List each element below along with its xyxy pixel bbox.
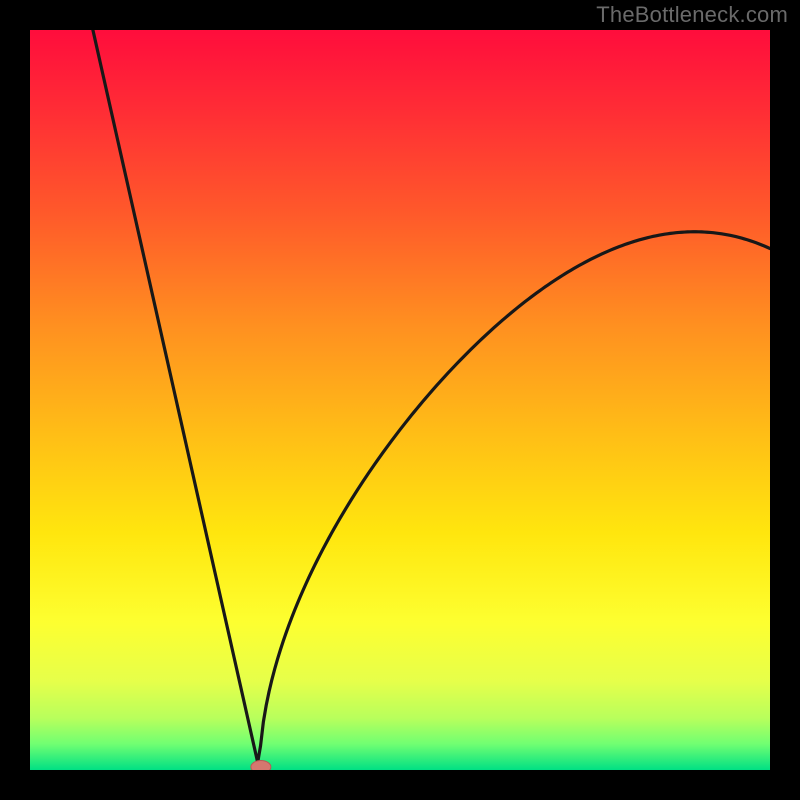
watermark-label: TheBottleneck.com xyxy=(596,2,788,28)
chart-container: TheBottleneck.com xyxy=(0,0,800,800)
plot-gradient-background xyxy=(30,30,770,770)
chart-svg xyxy=(0,0,800,800)
